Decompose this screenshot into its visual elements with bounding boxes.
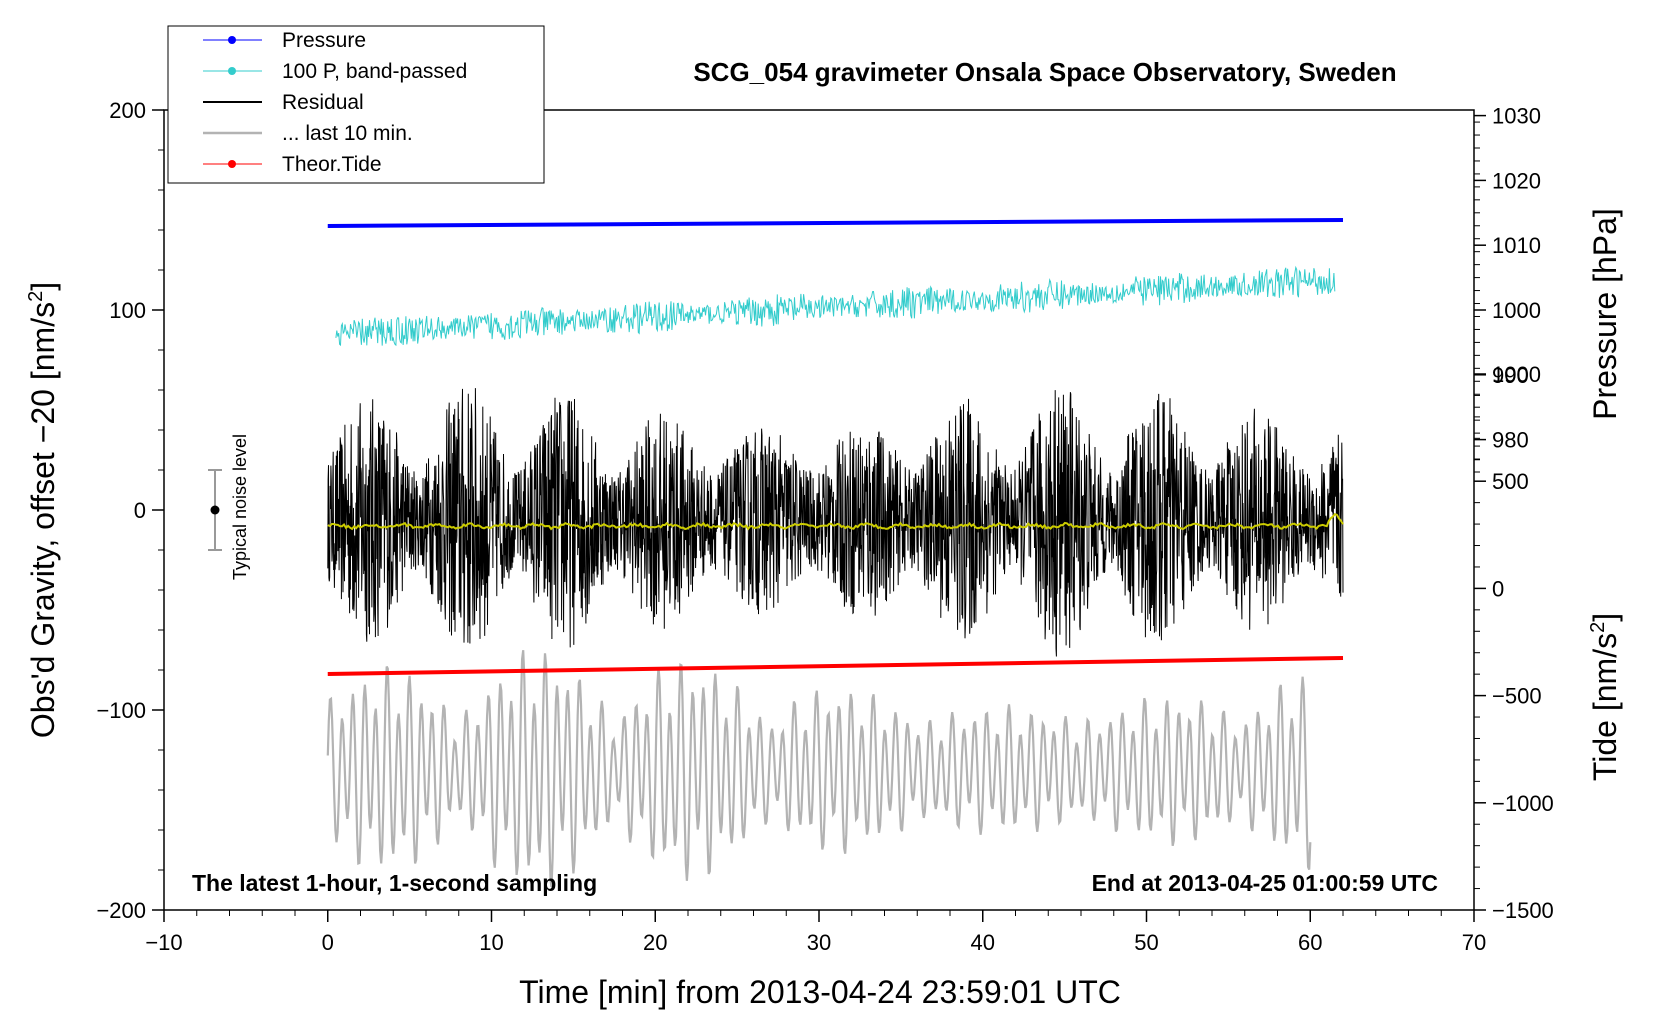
legend-swatch-marker — [228, 67, 236, 75]
axis-layer: −10 0 10 20 30 40 50 60 70−200−10001002009809901… — [96, 98, 1553, 955]
noise-level-indicator — [208, 469, 222, 551]
tide-axis-title-end: ] — [1587, 613, 1623, 622]
noise-center-dot — [210, 505, 220, 515]
legend-swatch-marker — [228, 160, 236, 168]
x-tick-label: −10 — [145, 930, 182, 955]
series-theoretical-tide — [327, 656, 1344, 676]
y-tick-label: −100 — [96, 698, 146, 723]
legend: Pressure 100 P, band-passed Residual ... la… — [167, 25, 545, 184]
pressure-tick-label: 1020 — [1492, 168, 1541, 193]
y-axis-title-left: Obs'd Gravity, offset −20 [nm/s2] — [25, 282, 61, 738]
series-layer — [326, 218, 1344, 888]
tide-tick-label: 500 — [1492, 469, 1529, 494]
legend-label: Pressure — [282, 29, 366, 52]
chart-title: SCG_054 gravimeter Onsala Space Observat… — [693, 57, 1396, 87]
series-pressure — [327, 218, 1344, 228]
tide-axis-title-sup: 2 — [1587, 622, 1609, 633]
noise-level-label: Typical noise level — [230, 434, 250, 580]
y-tick-label: −200 — [96, 898, 146, 923]
x-tick-label: 10 — [479, 930, 503, 955]
pressure-tick-label: 1030 — [1492, 104, 1541, 129]
tide-tick-label: −1000 — [1492, 791, 1554, 816]
tide-axis-title: Tide [nm/s2] — [1587, 613, 1623, 781]
y-tick-label: 100 — [109, 298, 146, 323]
series-bandpassed-pressure — [335, 265, 1336, 347]
legend-box — [167, 25, 545, 184]
legend-item: Theor.Tide — [203, 153, 382, 176]
sampling-annotation: The latest 1-hour, 1-second sampling — [192, 870, 597, 896]
series-last-10-min — [326, 650, 1312, 888]
y-tick-label: 200 — [109, 98, 146, 123]
y-axis-title-sup: 2 — [25, 291, 47, 302]
y-axis-title-end: ] — [25, 282, 61, 291]
tide-tick-label: 1000 — [1492, 362, 1541, 387]
tide-tick-label: 0 — [1492, 576, 1504, 601]
series-residual-smoothed — [327, 513, 1344, 531]
pressure-tick-label: 1010 — [1492, 233, 1541, 258]
x-tick-label: 20 — [643, 930, 667, 955]
end-time-annotation: End at 2013-04-25 01:00:59 UTC — [1092, 870, 1438, 896]
x-axis-title: Time [min] from 2013-04-24 23:59:01 UTC — [519, 974, 1121, 1010]
x-tick-label: 60 — [1298, 930, 1322, 955]
legend-item: Pressure — [203, 29, 366, 52]
legend-item: ... last 10 min. — [203, 122, 413, 145]
x-tick-label: 30 — [807, 930, 831, 955]
tide-tick-label: −500 — [1492, 684, 1542, 709]
legend-label: 100 P, band-passed — [282, 60, 467, 83]
tide-tick-label: −1500 — [1492, 898, 1554, 923]
legend-item: Residual — [203, 91, 364, 114]
x-tick-label: 0 — [322, 930, 334, 955]
pressure-tick-label: 990 — [1492, 363, 1529, 388]
x-tick-label: 40 — [971, 930, 995, 955]
legend-label: ... last 10 min. — [282, 122, 413, 145]
pressure-tick-label: 1000 — [1492, 298, 1541, 323]
y-tick-label: 0 — [134, 498, 146, 523]
legend-swatch-marker — [228, 36, 236, 44]
y-axis-title-main: Obs'd Gravity, offset −20 [nm/s — [25, 302, 61, 738]
legend-label: Residual — [282, 91, 364, 114]
pressure-axis-title: Pressure [hPa] — [1587, 208, 1623, 420]
x-tick-label: 70 — [1462, 930, 1486, 955]
pressure-tick-label: 980 — [1492, 428, 1529, 453]
legend-item: 100 P, band-passed — [203, 60, 467, 83]
legend-label: Theor.Tide — [282, 153, 382, 176]
series-residual — [327, 388, 1344, 657]
x-tick-label: 50 — [1134, 930, 1158, 955]
tide-axis-title-main: Tide [nm/s — [1587, 633, 1623, 781]
